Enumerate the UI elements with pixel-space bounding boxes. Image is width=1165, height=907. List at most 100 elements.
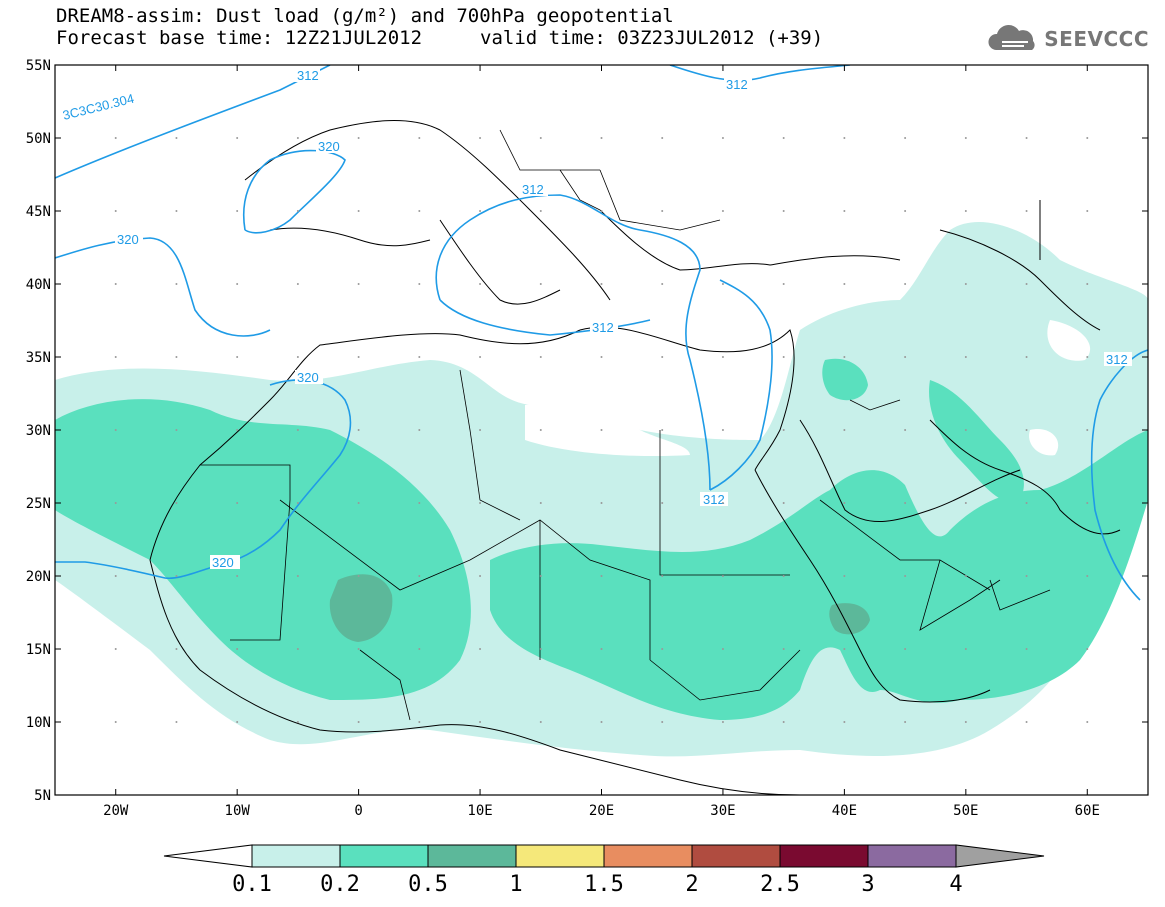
grid-dot (357, 429, 360, 431)
grid-dot (1086, 575, 1089, 577)
grid-dot (904, 502, 907, 504)
grid-dot (661, 356, 664, 358)
contour-label: 312 (592, 320, 614, 335)
grid-dot (479, 356, 482, 358)
lat-label: 10N (26, 715, 51, 731)
grid-dot (600, 502, 603, 504)
grid-dot (479, 283, 482, 285)
lat-label: 45N (26, 204, 51, 220)
grid-dot (600, 356, 603, 358)
lon-label: 30E (710, 803, 735, 819)
grid-dot (114, 283, 117, 285)
lat-label: 20N (26, 569, 51, 585)
coastlines (149, 120, 1121, 795)
lat-label: 25N (26, 496, 51, 512)
grid-dots (114, 137, 1089, 723)
colorbar-label: 1.5 (584, 872, 624, 897)
dust-area-heavy (829, 603, 870, 635)
grid-dot (1086, 648, 1089, 650)
grid-dot (904, 575, 907, 577)
grid-dot (418, 575, 421, 577)
grid-dot (175, 137, 178, 139)
grid-dot (1086, 137, 1089, 139)
dust-area-medium (490, 430, 1148, 720)
grid-dot (418, 648, 421, 650)
logo-text: SEEVCCC (1044, 27, 1149, 51)
grid-dot (479, 210, 482, 212)
dust-area-medium (822, 358, 868, 401)
lon-label: 10W (225, 803, 251, 819)
geopotential-contours (55, 65, 1148, 601)
colorbar-left-arrow (163, 844, 253, 868)
colorbar-swatch (339, 844, 429, 868)
lon-label: 50E (953, 803, 978, 819)
grid-dot (175, 283, 178, 285)
colorbar-swatch (691, 844, 781, 868)
colorbar: 0.1 0.2 0.5 1 1.5 2 2.5 3 4 (163, 844, 1045, 897)
lat-label: 15N (26, 642, 51, 658)
grid-dot (843, 283, 846, 285)
grid-dot (721, 648, 724, 650)
grid-dot (418, 429, 421, 431)
grid-dot (661, 502, 664, 504)
colorbar-label: 2 (685, 872, 698, 897)
grid-dot (236, 356, 239, 358)
grid-dot (236, 210, 239, 212)
grid-dot (1025, 356, 1028, 358)
colorbar-label: 2.5 (760, 872, 800, 897)
grid-dot (1086, 356, 1089, 358)
grid-dot (357, 283, 360, 285)
grid-dot (782, 210, 785, 212)
grid-dot (600, 137, 603, 139)
dust-area-medium (929, 380, 1024, 502)
map-title: DREAM8-assim: Dust load (g/m²) and 700hP… (56, 5, 674, 27)
grid-dot (600, 575, 603, 577)
grid-dot (236, 283, 239, 285)
clear-area (525, 403, 690, 457)
grid-dot (843, 648, 846, 650)
grid-dot (1086, 502, 1089, 504)
grid-dot (114, 429, 117, 431)
grid-dot (175, 502, 178, 504)
grid-dot (782, 721, 785, 723)
grid-dot (721, 429, 724, 431)
grid-dot (114, 356, 117, 358)
grid-dot (539, 429, 542, 431)
dust-area-heavy (329, 574, 393, 642)
grid-dot (479, 648, 482, 650)
lon-label: 20W (103, 803, 129, 819)
grid-dot (782, 648, 785, 650)
grid-dot (296, 429, 299, 431)
lat-label: 40N (26, 277, 51, 293)
grid-dot (296, 210, 299, 212)
colorbar-label: 1 (509, 872, 522, 897)
grid-dot (114, 502, 117, 504)
contour-label: 320 (212, 555, 234, 570)
grid-dot (782, 575, 785, 577)
grid-dot (600, 283, 603, 285)
lon-label: 60E (1075, 803, 1100, 819)
dust-area-medium (199, 584, 229, 616)
grid-dot (175, 356, 178, 358)
grid-dot (721, 721, 724, 723)
grid-dot (114, 721, 117, 723)
grid-dot (721, 356, 724, 358)
grid-dot (782, 137, 785, 139)
colorbar-right-arrow (955, 844, 1045, 868)
lat-label: 5N (34, 788, 51, 804)
grid-dot (721, 210, 724, 212)
contour-label: 3C3C30.304 (61, 91, 135, 123)
contour-label: 312 (726, 77, 748, 92)
contour-label: 312 (522, 182, 544, 197)
grid-dot (539, 648, 542, 650)
grid-dot (539, 210, 542, 212)
colorbar-swatch (867, 844, 957, 868)
contour-label: 312 (703, 492, 725, 507)
grid-dot (539, 502, 542, 504)
grid-dot (964, 648, 967, 650)
grid-dot (357, 648, 360, 650)
grid-dot (296, 283, 299, 285)
colorbar-swatch (427, 844, 517, 868)
seevccc-logo: SEEVCCC (988, 24, 1149, 54)
